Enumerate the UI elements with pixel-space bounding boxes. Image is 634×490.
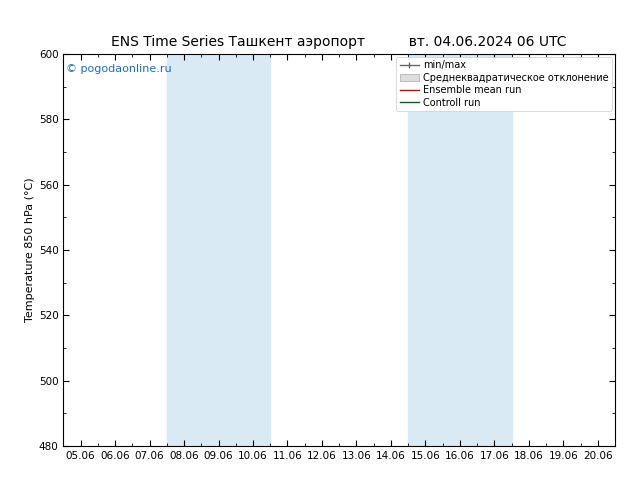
Bar (408, 54, 512, 446)
Bar (167, 54, 270, 446)
Y-axis label: Temperature 850 hPa (°C): Temperature 850 hPa (°C) (25, 177, 35, 322)
Text: © pogodaonline.ru: © pogodaonline.ru (66, 64, 172, 74)
Title: ENS Time Series Ташкент аэропорт          вт. 04.06.2024 06 UTC: ENS Time Series Ташкент аэропорт вт. 04.… (112, 35, 567, 49)
Legend: min/max, Среднеквадратическое отклонение, Ensemble mean run, Controll run: min/max, Среднеквадратическое отклонение… (396, 57, 612, 111)
